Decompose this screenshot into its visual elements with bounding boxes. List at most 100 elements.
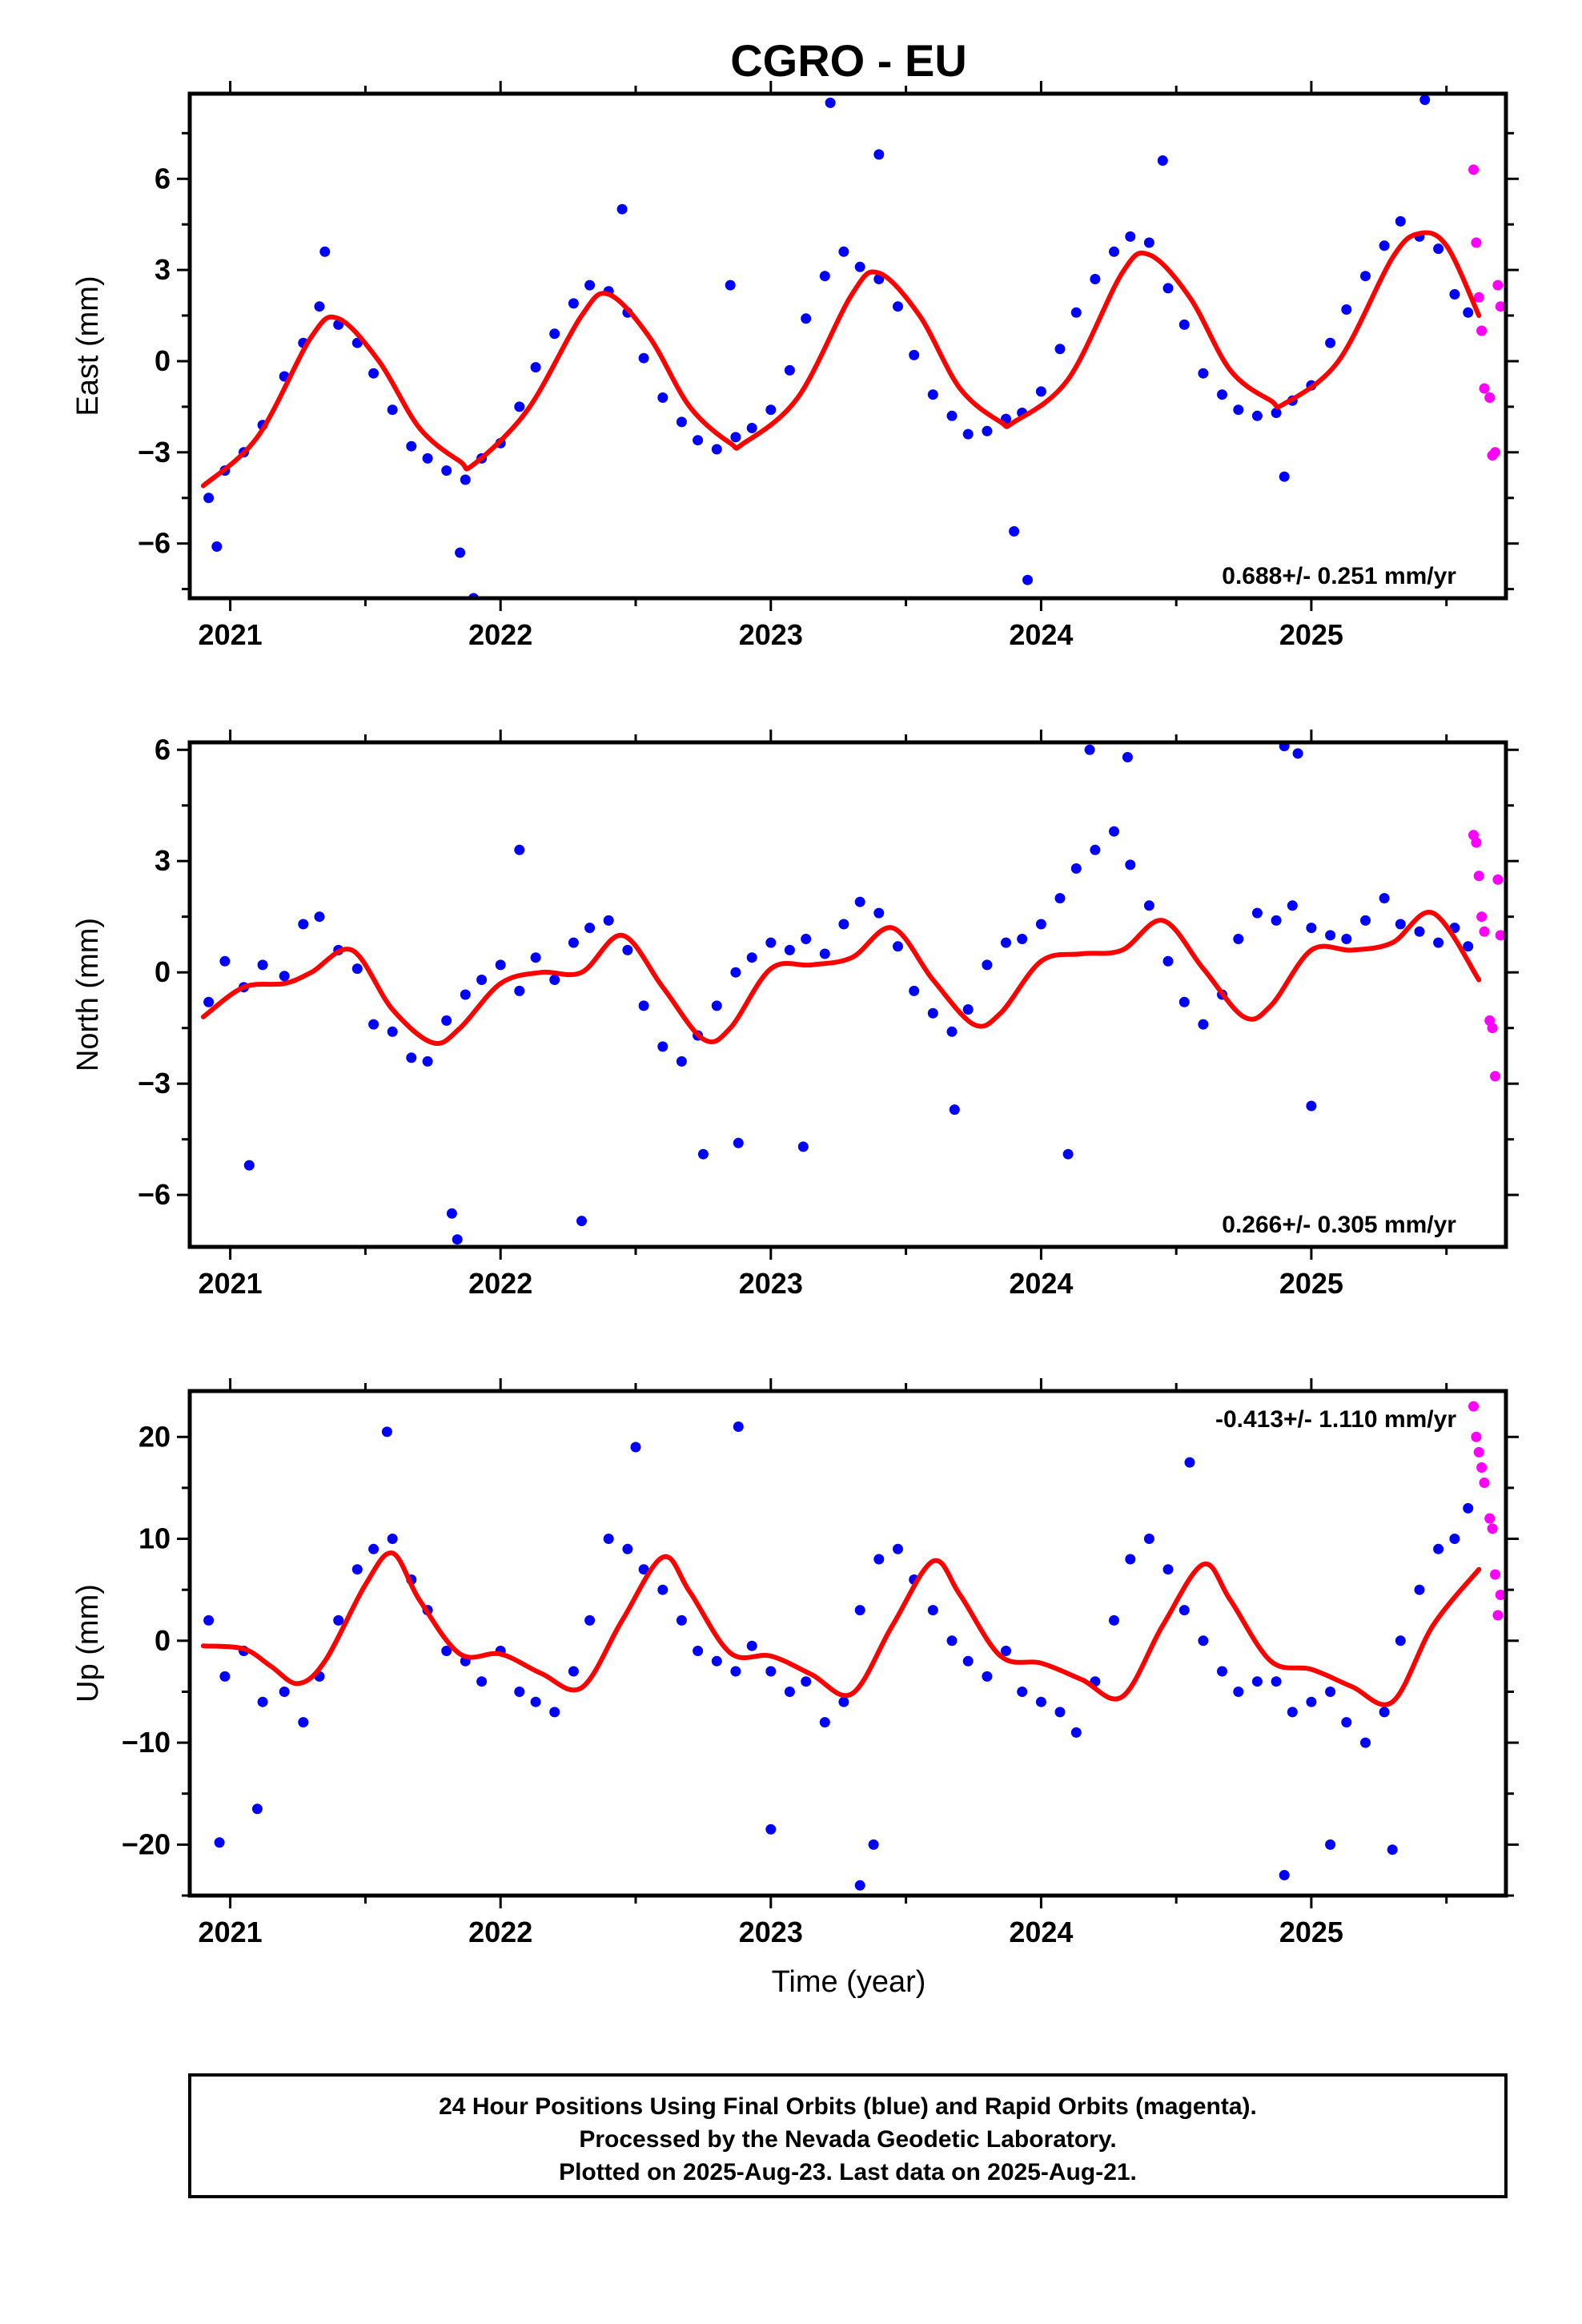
north-final-orbit-point	[203, 996, 215, 1007]
north-final-orbit-point	[676, 1055, 687, 1067]
east-final-orbit-point	[584, 279, 596, 291]
up-y-tick-label: −20	[122, 1827, 171, 1860]
panel-up: 2021 2022 2023 2024 2025 −20 −10 0 10 20 Up (mm) -0…	[71, 1378, 1519, 1948]
up-final-orbit-point	[676, 1614, 687, 1626]
north-final-orbit-point	[819, 948, 830, 959]
up-x-tick-label: 2021	[199, 1916, 263, 1948]
east-final-orbit-point	[1271, 408, 1282, 418]
north-y-tick-label: 6	[155, 733, 171, 766]
east-final-orbit-point	[568, 298, 579, 309]
north-final-orbit-point	[927, 1007, 938, 1019]
east-final-orbit-point	[1054, 344, 1066, 355]
north-final-orbit-point	[1122, 752, 1133, 762]
up-final-orbit-point	[1463, 1502, 1474, 1514]
up-final-orbit-point	[1217, 1666, 1227, 1677]
up-final-orbit-point	[711, 1655, 722, 1667]
east-final-orbit-point	[711, 444, 722, 455]
up-final-orbit-point	[1387, 1844, 1398, 1856]
north-rapid-orbit-point	[1492, 874, 1504, 885]
east-final-orbit-point	[1162, 283, 1174, 294]
north-final-orbit-point	[622, 944, 633, 955]
north-y-tick-label: 0	[155, 955, 171, 988]
east-y-tick-label: 6	[155, 162, 171, 195]
north-final-orbit-point	[1325, 930, 1336, 941]
x-axis-label: Time (year)	[772, 1965, 926, 1999]
north-final-orbit-point	[1414, 926, 1425, 937]
north-final-orbit-point	[603, 915, 614, 926]
north-final-orbit-point	[1306, 923, 1317, 934]
up-final-orbit-point	[854, 1605, 865, 1616]
north-final-orbit-point	[1162, 955, 1174, 967]
north-final-orbit-point	[1062, 1148, 1074, 1160]
up-final-orbit-point	[441, 1646, 452, 1656]
up-final-orbit-point	[1433, 1543, 1444, 1554]
north-final-orbit-point	[1109, 826, 1119, 837]
east-final-orbit-point	[893, 301, 903, 312]
north-final-orbit-point	[746, 952, 757, 963]
figure-title: CGRO - EU	[730, 35, 967, 86]
east-final-orbit-point	[319, 246, 331, 257]
north-final-orbit-point	[1433, 937, 1444, 948]
north-final-orbit-point	[257, 959, 268, 971]
north-final-orbit-point	[314, 911, 325, 923]
north-final-orbit-point	[1178, 996, 1190, 1007]
north-final-orbit-point	[697, 1148, 709, 1160]
up-plot-frame	[187, 1389, 1508, 1898]
north-final-orbit-point	[1279, 742, 1290, 752]
east-final-orbit-point	[455, 547, 466, 558]
east-rapid-orbit-point	[1495, 301, 1506, 312]
east-final-orbit-point	[530, 362, 541, 373]
east-final-orbit-point	[1009, 526, 1020, 537]
north-final-orbit-point	[549, 975, 560, 985]
east-final-orbit-point	[962, 428, 974, 440]
up-final-orbit-point	[1143, 1534, 1154, 1544]
up-final-orbit-point	[630, 1441, 641, 1453]
up-final-orbit-point	[514, 1687, 525, 1697]
up-rapid-orbit-point	[1479, 1478, 1490, 1488]
north-rapid-orbit-point	[1495, 930, 1506, 941]
east-final-orbit-point	[211, 541, 223, 552]
north-final-orbit-point	[441, 1015, 452, 1026]
north-final-orbit-point	[854, 896, 865, 907]
east-final-orbit-point	[676, 416, 687, 428]
footer-line-3: Plotted on 2025-Aug-23. Last data on 202…	[559, 2159, 1137, 2185]
north-final-orbit-point	[1001, 937, 1011, 948]
north-final-orbit-point	[838, 919, 849, 930]
up-final-orbit-point	[854, 1880, 865, 1891]
up-y-tick-label: −10	[122, 1726, 171, 1759]
north-final-orbit-point	[243, 1160, 255, 1171]
up-final-orbit-point	[1271, 1676, 1282, 1687]
up-rapid-orbit-point	[1473, 1446, 1484, 1458]
up-rapid-orbit-point	[1471, 1431, 1482, 1442]
up-final-orbit-point	[279, 1687, 290, 1697]
up-final-orbit-point	[873, 1554, 885, 1565]
north-final-orbit-point	[1090, 844, 1101, 855]
up-y-tick-label: 0	[155, 1624, 171, 1657]
up-final-orbit-point	[746, 1640, 757, 1651]
north-final-orbit-point	[1360, 915, 1371, 926]
north-final-orbit-point	[1070, 863, 1082, 874]
east-final-orbit-point	[746, 423, 757, 433]
east-final-orbit-point	[927, 389, 938, 400]
up-final-orbit-point	[730, 1666, 741, 1677]
up-final-orbit-point	[603, 1534, 614, 1544]
north-rapid-orbit-point	[1490, 1071, 1500, 1082]
up-final-orbit-point	[1017, 1687, 1028, 1697]
up-final-orbit-point	[584, 1614, 596, 1626]
north-final-orbit-point	[368, 1019, 379, 1030]
up-final-orbit-point	[819, 1717, 830, 1728]
north-final-orbit-point	[568, 937, 579, 948]
up-data	[200, 1401, 1506, 1891]
north-y-axis-label: North (mm)	[71, 918, 105, 1072]
up-final-orbit-point	[893, 1543, 903, 1554]
north-final-orbit-point	[1084, 744, 1095, 755]
east-rapid-orbit-point	[1468, 164, 1479, 175]
east-final-orbit-point	[730, 432, 741, 443]
up-final-orbit-point	[387, 1534, 398, 1544]
up-final-orbit-point	[733, 1421, 744, 1432]
east-final-orbit-point	[946, 410, 958, 421]
east-final-orbit-point	[1035, 386, 1046, 397]
north-y-tick-label: −6	[138, 1178, 171, 1211]
north-final-orbit-point	[1341, 934, 1352, 944]
